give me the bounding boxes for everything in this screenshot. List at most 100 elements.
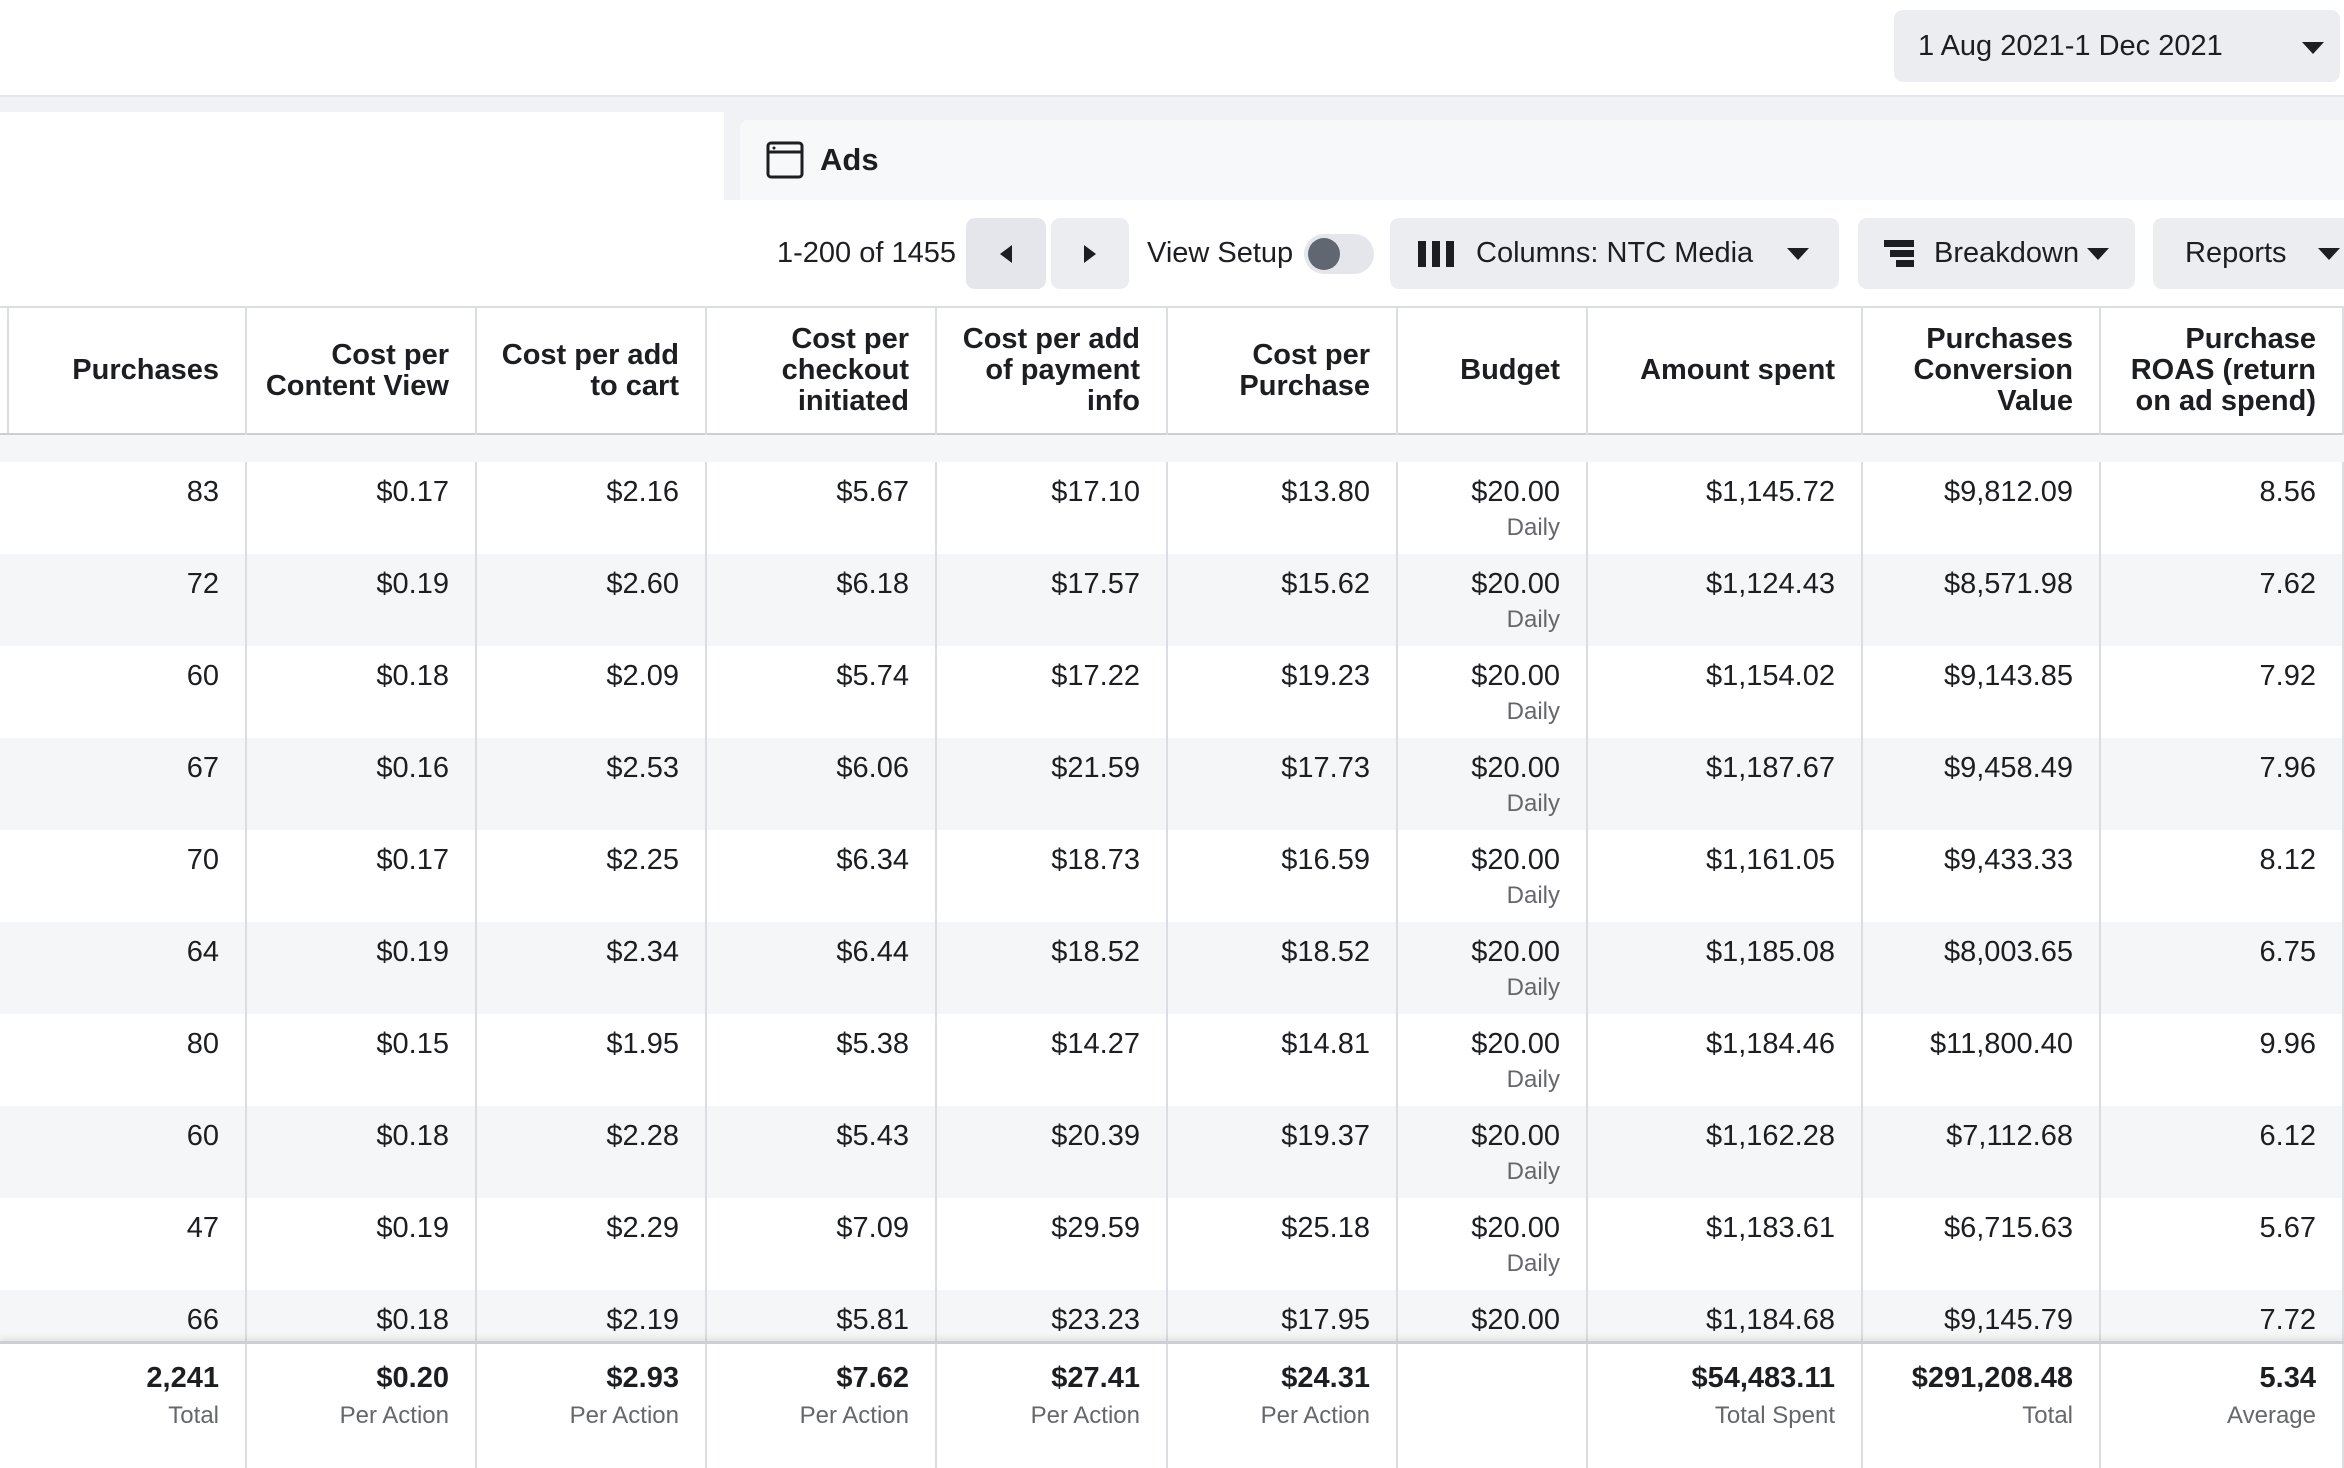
cell-value: $17.22 (1051, 660, 1140, 692)
table-cell: $0.17 (247, 462, 477, 554)
table-cell: 6.12 (2101, 1106, 2344, 1198)
budget-period: Daily (1506, 790, 1560, 817)
column-title[interactable]: Cost per Content View (265, 338, 449, 402)
column-title[interactable]: Purchases (72, 354, 219, 386)
table-cell: $1,154.02 (1588, 646, 1863, 738)
dropdown-arrow (1787, 248, 1809, 260)
column-header: Cost per Content View (247, 306, 477, 435)
table-cell: 80 (9, 1014, 247, 1106)
column-header: Cost per Purchase (1168, 306, 1398, 435)
top-bar: 1 Aug 2021-1 Dec 2021 (0, 0, 2344, 97)
cell-value: $5.67 (836, 476, 909, 508)
table-cell: $14.27 (937, 1014, 1168, 1106)
cell-value: $9,145.79 (1943, 1304, 2073, 1336)
table-cell: $20.00 Daily (1398, 554, 1588, 646)
cell-value: 7.62 (2259, 568, 2316, 600)
cell-value: $0.17 (376, 476, 449, 508)
table-row (0, 1014, 2344, 1106)
footer-value: 5.34 (2259, 1362, 2316, 1394)
cell-value: $9,812.09 (1943, 476, 2073, 508)
cell-value: $17.10 (1051, 476, 1140, 508)
view-setup-toggle[interactable] (1304, 234, 1374, 274)
cell-value: $0.18 (376, 1120, 449, 1152)
cell-value: $0.19 (376, 1212, 449, 1244)
cell-value: $1,187.67 (1705, 752, 1835, 784)
column-title[interactable]: Cost per checkout initiated (781, 323, 909, 417)
cell-value: 47 (186, 1212, 219, 1244)
table-cell: $16.59 (1168, 830, 1398, 922)
footer-value: $7.62 (836, 1362, 909, 1394)
table-cell: 8.56 (2101, 462, 2344, 554)
footer-value: $54,483.11 (1691, 1362, 1835, 1394)
columns-label: Columns: NTC Media (1476, 237, 1754, 269)
table-cell: $9,433.33 (1863, 830, 2101, 922)
table-cell: $5.74 (707, 646, 937, 738)
ads-tab[interactable]: Ads (740, 120, 2344, 200)
view-setup-label: View Setup (1147, 237, 1294, 269)
table-cell: 7.62 (2101, 554, 2344, 646)
cell-value: $8,571.98 (1943, 568, 2073, 600)
header-spacer (0, 435, 2344, 462)
table-cell: 47 (9, 1198, 247, 1290)
budget-period: Daily (1506, 1066, 1560, 1093)
cell-value: 64 (186, 936, 219, 968)
cell-value: $0.19 (376, 568, 449, 600)
cell-value: $7.09 (836, 1212, 909, 1244)
cell-value: 8.12 (2259, 844, 2316, 876)
table-row (0, 830, 2344, 922)
date-range-picker[interactable]: 1 Aug 2021-1 Dec 2021 (1894, 10, 2340, 82)
cell-value: $2.29 (606, 1212, 679, 1244)
cell-value: $18.73 (1051, 844, 1140, 876)
column-title[interactable]: Purchases Conversion Value (1913, 323, 2073, 417)
table-cell: $11,800.40 (1863, 1014, 2101, 1106)
cell-value: $9,143.85 (1943, 660, 2073, 692)
cell-value: $18.52 (1281, 936, 1370, 968)
column-title[interactable]: Cost per add of payment info (962, 323, 1140, 417)
table-cell: $20.00 (1398, 1290, 1588, 1382)
cell-value: $1,162.28 (1705, 1120, 1835, 1152)
table-cell: $25.18 (1168, 1198, 1398, 1290)
cell-value: $5.74 (836, 660, 909, 692)
table-cell: 70 (9, 830, 247, 922)
column-title[interactable]: Amount spent (1640, 354, 1835, 386)
cell-value: $6.18 (836, 568, 909, 600)
cell-value: $17.73 (1281, 752, 1370, 784)
column-title[interactable]: Cost per add to cart (501, 338, 679, 402)
footer-cell: $7.62 Per Action (707, 1344, 937, 1468)
cell-value: $15.62 (1281, 568, 1370, 600)
table-cell: 8.12 (2101, 830, 2344, 922)
cell-value: $2.53 (606, 752, 679, 784)
table-cell: $20.00 Daily (1398, 646, 1588, 738)
reports-button[interactable]: Reports (2153, 218, 2344, 289)
breakdown-button[interactable]: Breakdown (1858, 218, 2135, 289)
cell-value: $20.00 (1471, 1304, 1560, 1336)
table-cell: 64 (9, 922, 247, 1014)
cell-value: $20.00 (1471, 936, 1560, 968)
column-title[interactable]: Budget (1460, 354, 1560, 386)
footer-value: $291,208.48 (1911, 1362, 2073, 1394)
table-cell: $0.19 (247, 922, 477, 1014)
footer-value: 2,241 (146, 1362, 219, 1394)
cell-value: $20.00 (1471, 1028, 1560, 1060)
next-page[interactable] (1051, 218, 1129, 289)
cell-value: $0.19 (376, 936, 449, 968)
cell-value: $20.00 (1471, 660, 1560, 692)
cell-value: $20.00 (1471, 476, 1560, 508)
table-cell: $9,143.85 (1863, 646, 2101, 738)
budget-period: Daily (1506, 514, 1560, 541)
next-icon (1084, 244, 1096, 263)
table-cell: $2.28 (477, 1106, 707, 1198)
footer-label: Per Action (1260, 1402, 1370, 1429)
table-cell: 67 (9, 738, 247, 830)
cell-value: $2.19 (606, 1304, 679, 1336)
table-cell: $0.16 (247, 738, 477, 830)
column-title[interactable]: Purchase ROAS (return on ad spend) (2130, 323, 2316, 417)
column-title[interactable]: Cost per Purchase (1239, 338, 1370, 402)
footer-label: Total Spent (1714, 1402, 1835, 1429)
columns-button[interactable]: Columns: NTC Media (1390, 218, 1839, 289)
table-cell: $23.23 (937, 1290, 1168, 1382)
breakdown-icon (1884, 239, 1914, 267)
cell-value: $19.23 (1281, 660, 1370, 692)
prev-page[interactable] (966, 218, 1046, 289)
